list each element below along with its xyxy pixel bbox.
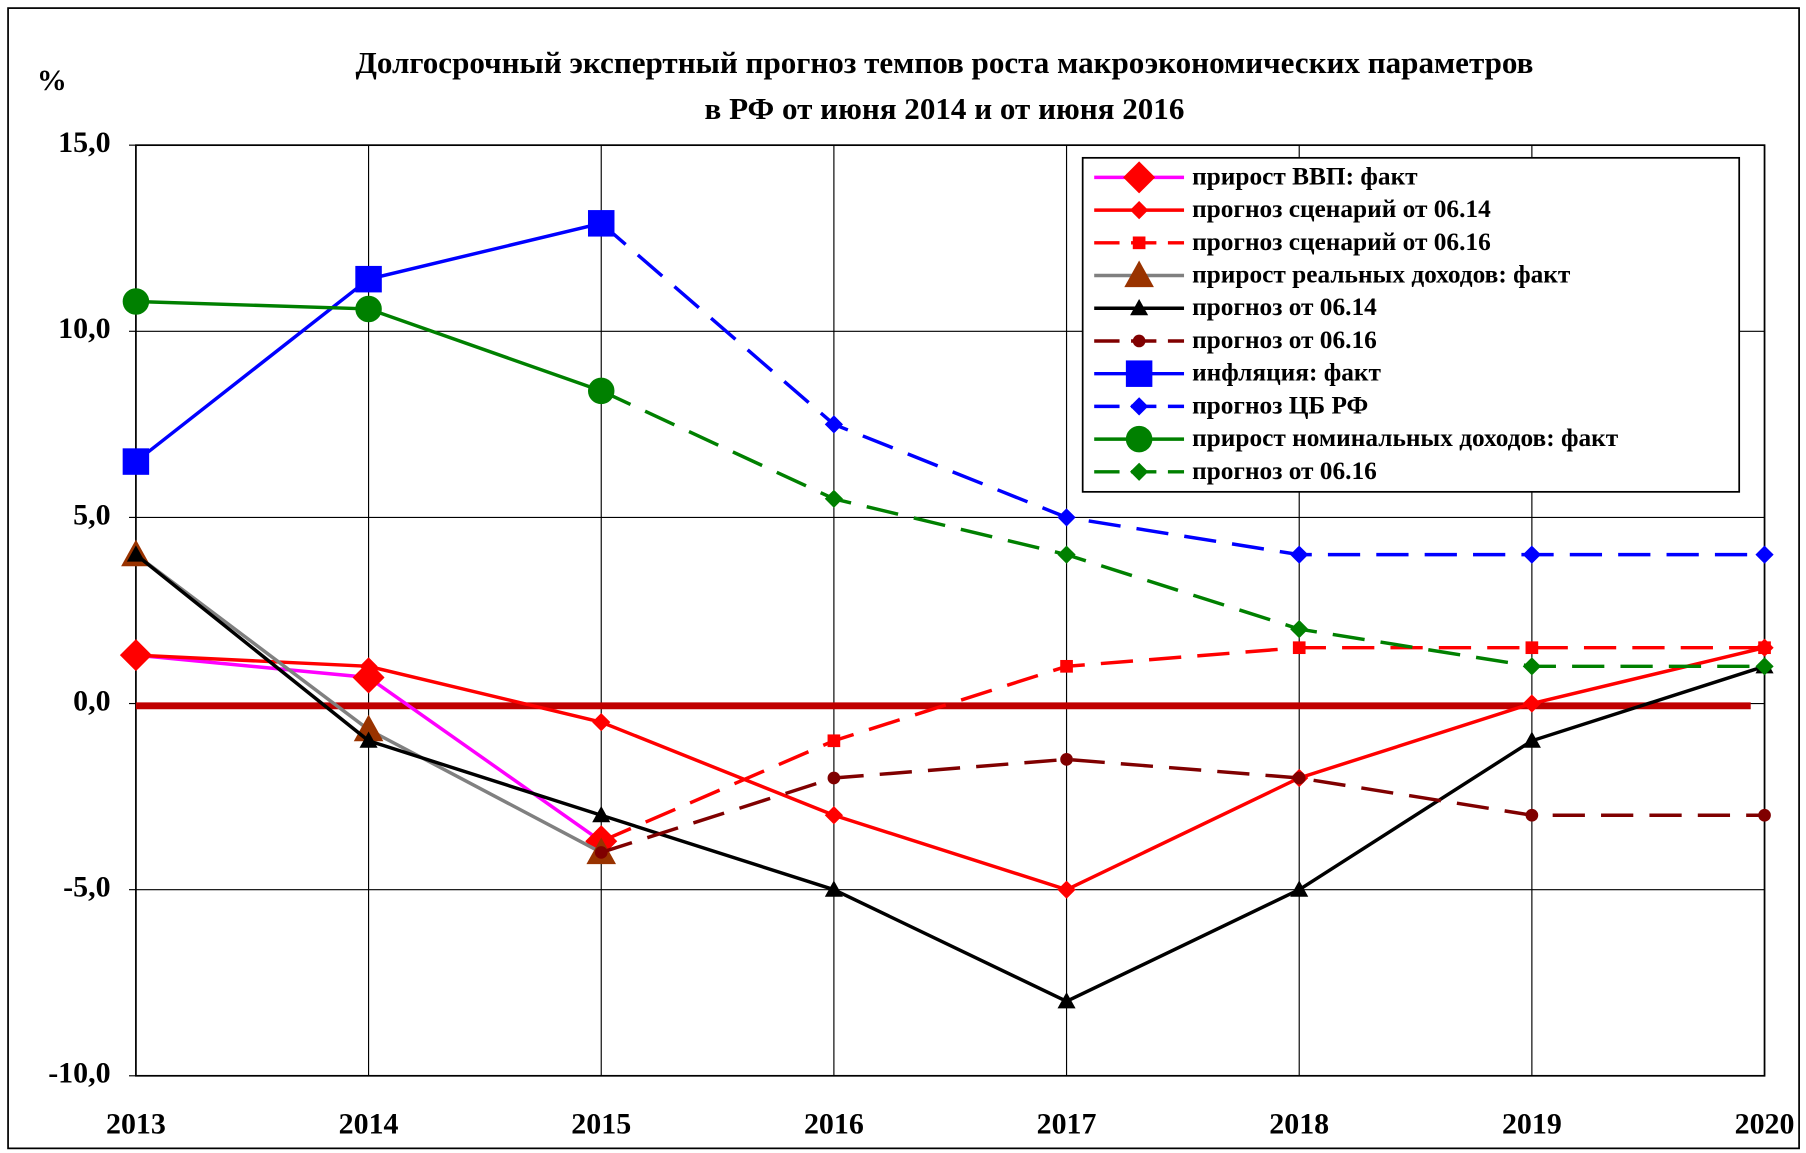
marker <box>1522 731 1541 748</box>
marker <box>359 731 378 748</box>
marker <box>359 657 378 676</box>
y-tick-label: -5,0 <box>63 871 110 904</box>
legend-box <box>1081 156 1741 493</box>
marker <box>1525 641 1539 655</box>
marker <box>122 448 150 475</box>
series-line <box>600 389 1765 669</box>
marker <box>355 295 382 323</box>
marker <box>126 545 145 562</box>
marker <box>592 805 611 823</box>
marker <box>1292 771 1306 785</box>
x-tick-label: 2019 <box>1502 1107 1562 1140</box>
marker <box>827 771 841 785</box>
x-tick-label: 2020 <box>1735 1107 1795 1140</box>
marker <box>1057 992 1076 1009</box>
chart-title: в РФ от июня 2014 и от июня 2016 <box>705 91 1185 126</box>
marker <box>824 806 844 825</box>
marker <box>1522 657 1541 676</box>
marker <box>1758 641 1771 655</box>
series-line <box>134 553 1766 1004</box>
series-line <box>135 646 1765 892</box>
legend-label: прогноз от 06.16 <box>1192 457 1377 485</box>
x-tick-label: 2016 <box>804 1107 864 1140</box>
marker <box>1125 360 1153 387</box>
marker <box>592 713 611 732</box>
x-tick-label: 2013 <box>106 1107 166 1140</box>
marker <box>1290 545 1309 564</box>
legend-label: прирост ВВП: факт <box>1192 162 1418 190</box>
marker <box>1522 694 1541 713</box>
marker <box>1130 462 1149 481</box>
marker <box>824 415 844 434</box>
x-tick-label: 2014 <box>339 1107 399 1140</box>
marker <box>1057 880 1076 899</box>
legend-label: прогноз сценарий от 06.14 <box>1192 195 1491 223</box>
legend-label: прогноз ЦБ РФ <box>1192 391 1368 419</box>
marker <box>1130 299 1149 316</box>
marker <box>122 288 150 315</box>
series-line <box>600 222 1765 557</box>
marker <box>1130 201 1149 220</box>
marker <box>1060 659 1073 673</box>
series-line <box>600 645 1765 843</box>
marker <box>355 265 382 293</box>
marker <box>1124 260 1154 288</box>
marker <box>1057 508 1076 527</box>
legend-label: прирост номинальных доходов: факт <box>1192 424 1619 452</box>
y-tick-label: 10,0 <box>58 312 110 345</box>
marker <box>1292 641 1306 655</box>
legend-label: прирост реальных доходов: факт <box>1192 261 1571 289</box>
marker <box>1758 808 1771 822</box>
marker <box>827 734 841 748</box>
marker <box>1290 619 1309 639</box>
marker <box>594 846 608 859</box>
marker <box>1130 397 1149 416</box>
y-tick-label: 15,0 <box>58 126 110 159</box>
marker <box>824 489 844 508</box>
marker <box>1132 334 1146 348</box>
marker <box>1057 545 1076 564</box>
legend-label: инфляция: факт <box>1192 359 1381 387</box>
legend-label: прогноз сценарий от 06.16 <box>1192 228 1491 256</box>
chart-title: Долгосрочный экспертный прогноз темпов р… <box>355 45 1533 80</box>
marker <box>1132 236 1146 250</box>
marker <box>592 214 611 233</box>
marker <box>1522 545 1541 564</box>
marker <box>1755 545 1774 564</box>
legend: прирост ВВП: факт прогноз сценарий от 06.… <box>1081 156 1741 493</box>
marker <box>1060 753 1073 766</box>
x-tick-label: 2018 <box>1269 1107 1329 1140</box>
x-tick-label: 2017 <box>1037 1107 1097 1140</box>
marker <box>1525 808 1539 822</box>
y-tick-label: 5,0 <box>73 498 110 531</box>
y-axis-label: % <box>37 64 67 97</box>
series-line <box>600 757 1765 855</box>
marker <box>126 646 146 665</box>
marker <box>1755 657 1774 676</box>
marker <box>1125 425 1153 453</box>
marker <box>824 880 843 897</box>
x-tick-label: 2015 <box>571 1107 631 1140</box>
marker <box>352 661 385 694</box>
legend-label: прогноз от 06.14 <box>1192 293 1377 321</box>
y-tick-label: 0,0 <box>73 684 110 717</box>
marker <box>1290 880 1309 897</box>
y-tick-label: -10,0 <box>48 1057 110 1090</box>
legend-label: прогноз от 06.16 <box>1192 326 1377 354</box>
marker <box>592 381 611 400</box>
marker <box>1123 161 1156 194</box>
